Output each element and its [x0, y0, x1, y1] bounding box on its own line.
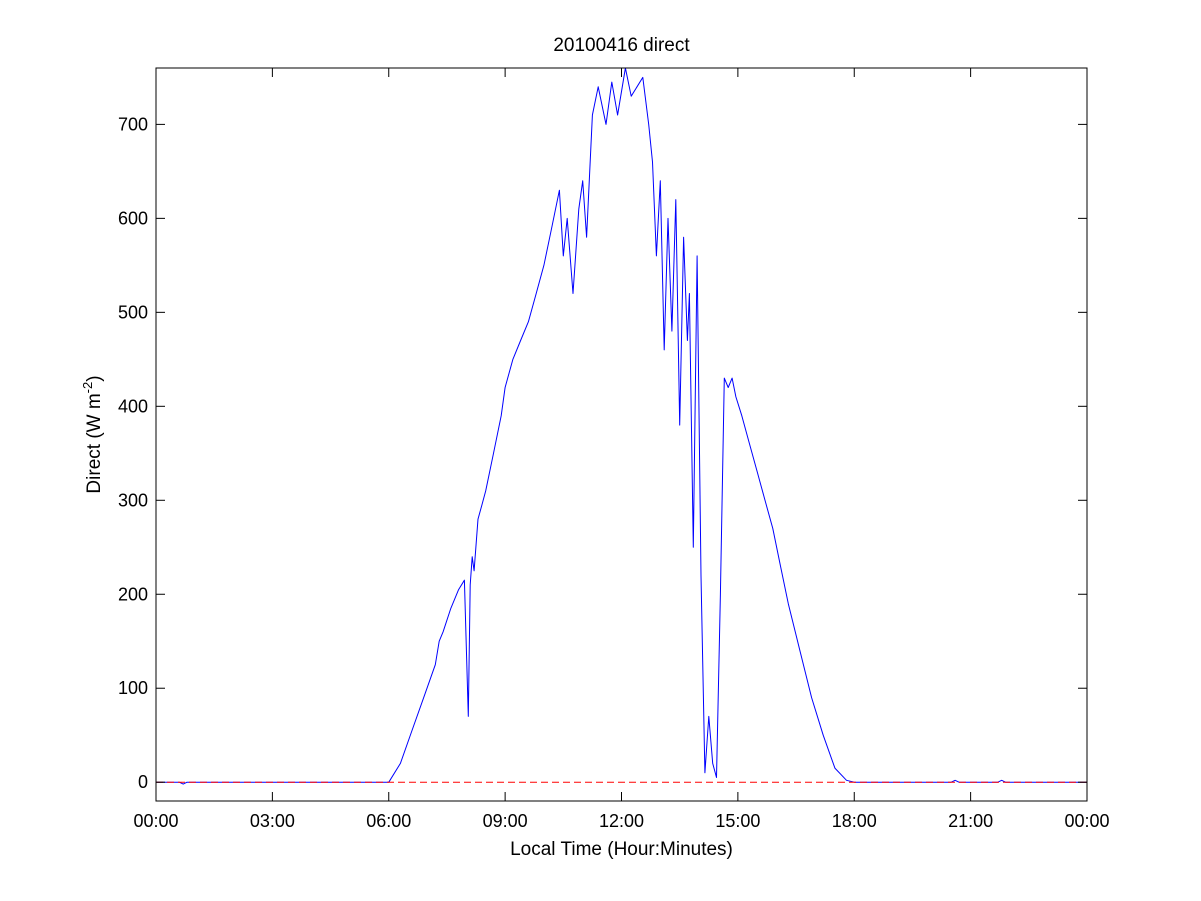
series-layer	[156, 67, 1087, 785]
y-tick-label: 200	[118, 584, 148, 604]
x-axis-title: Local Time (Hour:Minutes)	[510, 839, 733, 860]
y-axis-title: Direct (W m-2)	[80, 375, 105, 493]
y-axis-title-tail: )	[84, 375, 105, 381]
y-axis-title-main: Direct (W m	[84, 393, 105, 493]
x-tick-label: 06:00	[366, 811, 411, 831]
chart-title: 20100416 direct	[553, 35, 690, 56]
y-tick-label: 300	[118, 490, 148, 510]
x-tick-label: 03:00	[250, 811, 295, 831]
direct-irradiance-line	[156, 67, 1087, 785]
x-tick-label: 00:00	[1064, 811, 1109, 831]
y-tick-label: 400	[118, 396, 148, 416]
x-tick-label: 18:00	[832, 811, 877, 831]
y-axis-title-superscript: -2	[80, 382, 95, 394]
y-tick-label: 700	[118, 114, 148, 134]
y-tick-label: 600	[118, 208, 148, 228]
y-tick-label: 500	[118, 302, 148, 322]
x-tick-label: 09:00	[483, 811, 528, 831]
plot-area	[156, 68, 1087, 801]
x-tick-label: 15:00	[715, 811, 760, 831]
tick-layer: 00:00 03:00 06:00 09:00 12:00 15:00 18:00 21:00…	[118, 68, 1110, 831]
x-tick-label: 00:00	[133, 811, 178, 831]
x-tick-label: 12:00	[599, 811, 644, 831]
x-tick-label: 21:00	[948, 811, 993, 831]
y-tick-label: 100	[118, 678, 148, 698]
y-tick-label: 0	[138, 772, 148, 792]
